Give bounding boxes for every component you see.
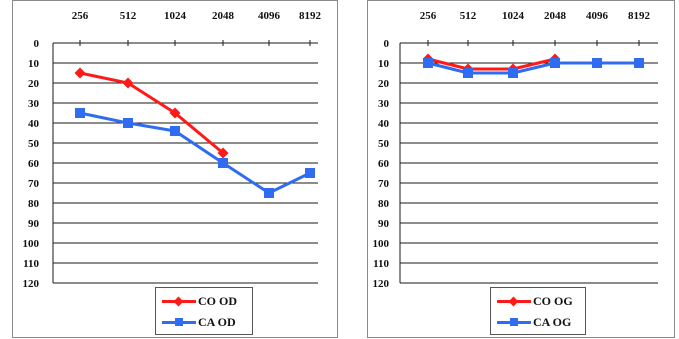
data-point-square: [264, 188, 274, 198]
y-tick-label: 60: [378, 158, 390, 170]
y-tick-label: 110: [373, 258, 389, 270]
y-tick-label: 20: [28, 78, 40, 90]
legend-left: CO OG CA OG: [490, 287, 586, 335]
x-tick-label: 4096: [586, 10, 609, 22]
x-tick-label: 8192: [299, 10, 322, 22]
y-tick-label: 20: [378, 78, 390, 90]
y-tick-label: 40: [28, 118, 40, 130]
y-tick-label: 10: [378, 58, 390, 70]
y-tick-label: 90: [28, 218, 40, 230]
data-point-diamond: [169, 107, 181, 119]
x-tick-label: 256: [72, 10, 89, 22]
x-tick-label: 1024: [502, 10, 525, 22]
y-tick-label: 120: [373, 278, 390, 290]
x-tick-label: 512: [460, 10, 477, 22]
y-tick-label: 80: [28, 198, 40, 210]
legend-right: CO OD CA OD: [155, 287, 253, 335]
data-point-square: [218, 158, 228, 168]
y-tick-label: 50: [378, 138, 390, 150]
legend-label-co: CO OD: [198, 293, 237, 308]
y-tick-label: 30: [378, 98, 390, 110]
red-diamond-line-icon: [162, 293, 196, 309]
y-tick-label: 120: [23, 278, 40, 290]
x-tick-label: 8192: [628, 10, 651, 22]
legend-item-ca: CA OG: [497, 314, 571, 330]
data-point-diamond: [122, 77, 134, 89]
data-point-square: [170, 126, 180, 136]
data-point-diamond: [74, 67, 86, 79]
data-point-square: [508, 68, 518, 78]
data-point-diamond: [217, 147, 229, 159]
y-tick-label: 70: [28, 178, 40, 190]
y-tick-label: 110: [23, 258, 39, 270]
y-tick-label: 70: [378, 178, 390, 190]
data-point-square: [75, 108, 85, 118]
blue-square-line-icon: [497, 314, 531, 330]
audiogram-plot-right: 0 10 20 30 40 50 60 70 80 90 100 110 120 256 512 1024 20…: [23, 10, 322, 290]
audiogram-left-ear: 0 10 20 30 40 50 60 70 80 90 100 110 120 256 512 1024 20…: [367, 0, 675, 338]
series-line: [427, 57, 556, 71]
x-tick-label: 2048: [212, 10, 235, 22]
series-line: [427, 61, 639, 75]
x-tick-label: 2048: [544, 10, 567, 22]
y-tick-label: 0: [34, 38, 40, 50]
data-point-square: [123, 118, 133, 128]
legend-item-co: CO OD: [162, 293, 237, 309]
y-tick-label: 30: [28, 98, 40, 110]
y-tick-label: 60: [28, 158, 40, 170]
x-tick-label: 512: [120, 10, 137, 22]
y-tick-label: 90: [378, 218, 390, 230]
x-tick-label: 1024: [164, 10, 187, 22]
data-point-square: [592, 58, 602, 68]
y-tick-label: 100: [373, 238, 390, 250]
legend-label-ca: CA OG: [533, 314, 572, 329]
y-tick-label: 10: [28, 58, 40, 70]
legend-item-co: CO OG: [497, 293, 573, 309]
legend-label-co: CO OG: [533, 293, 573, 308]
x-tick-label: 4096: [258, 10, 281, 22]
data-point-square: [463, 68, 473, 78]
series-line: [79, 111, 311, 195]
y-tick-label: 50: [28, 138, 40, 150]
red-diamond-line-icon: [497, 293, 531, 309]
legend-label-ca: CA OD: [198, 314, 236, 329]
data-point-square: [634, 58, 644, 68]
data-point-square: [423, 58, 433, 68]
series-line: [79, 71, 224, 155]
y-tick-label: 40: [378, 118, 390, 130]
y-tick-label: 100: [23, 238, 40, 250]
x-tick-label: 256: [420, 10, 437, 22]
data-point-square: [550, 58, 560, 68]
y-tick-label: 80: [378, 198, 390, 210]
blue-square-line-icon: [162, 314, 196, 330]
y-tick-label: 0: [384, 38, 390, 50]
audiogram-plot-left: 0 10 20 30 40 50 60 70 80 90 100 110 120 256 512 1024 20…: [373, 10, 658, 290]
audiogram-right-ear: 0 10 20 30 40 50 60 70 80 90 100 110 120 256 512 1024 20…: [12, 0, 338, 338]
legend-item-ca: CA OD: [162, 314, 236, 330]
data-point-square: [305, 168, 315, 178]
